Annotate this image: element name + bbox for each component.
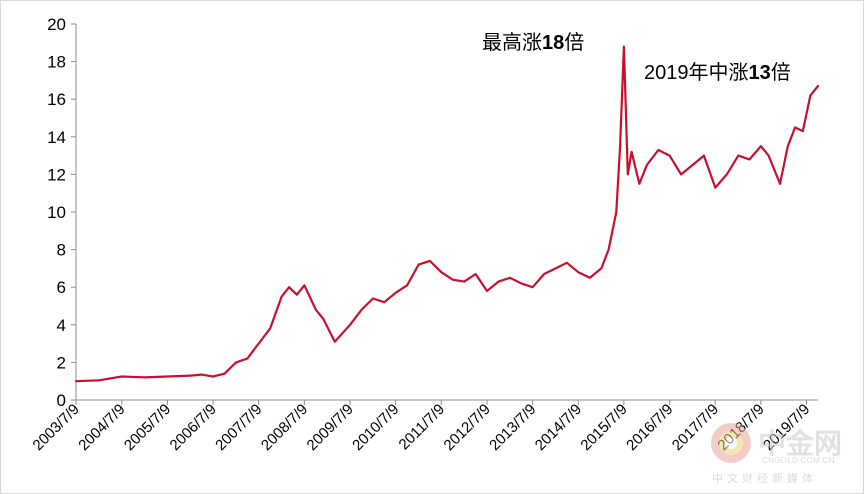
y-tick-label: 4	[57, 316, 66, 335]
y-tick-label: 8	[57, 241, 66, 260]
watermark-tagline: 中文财经新媒体	[712, 473, 817, 485]
peak-annotation-suffix: 倍	[564, 32, 585, 54]
y-tick-label: 2	[57, 353, 66, 372]
series-line-0	[74, 45, 820, 383]
y-tick-label: 10	[47, 203, 66, 222]
x-tick-label: 2005/7/9	[121, 401, 174, 454]
watermark-url: CNGOLD.COM.CN	[762, 456, 835, 465]
x-tick-label: 2006/7/9	[167, 401, 220, 454]
y-tick-label: 16	[47, 90, 66, 109]
latest-annotation-prefix: 2019年中涨	[644, 62, 749, 84]
x-tick-label: 2009/7/9	[304, 401, 357, 454]
x-tick-label: 2012/7/9	[441, 401, 494, 454]
y-tick-label: 0	[57, 391, 66, 410]
series-layer	[74, 45, 820, 383]
watermark: 中金网 CNGOLD.COM.CN 中文财经新媒体	[706, 420, 858, 488]
peak-annotation-value: 18	[542, 32, 565, 54]
x-tick-label: 2007/7/9	[212, 401, 265, 454]
x-tick-label: 2010/7/9	[349, 401, 402, 454]
y-tick-label: 6	[57, 278, 66, 297]
x-tick-label: 2013/7/9	[486, 401, 539, 454]
y-axis: 0 2 4 6 8 10 12 14 16 18 20	[47, 15, 77, 410]
x-tick-label: 2015/7/9	[577, 401, 630, 454]
x-tick-label: 2008/7/9	[258, 401, 311, 454]
x-tick-label: 2014/7/9	[532, 401, 585, 454]
peak-annotation-prefix: 最高涨	[482, 32, 542, 54]
brand-logo-icon	[711, 423, 751, 463]
latest-annotation-value: 13	[748, 62, 771, 84]
y-tick-label: 14	[47, 128, 66, 147]
latest-annotation: 2019年中涨13倍	[644, 56, 791, 85]
x-tick-label: 2016/7/9	[623, 401, 676, 454]
x-tick-label: 2004/7/9	[75, 401, 128, 454]
y-tick-label: 12	[47, 165, 66, 184]
y-tick-label: 18	[47, 53, 66, 72]
x-axis: 2003/7/92004/7/92005/7/92006/7/92007/7/9…	[30, 399, 818, 454]
peak-annotation: 最高涨18倍	[482, 26, 584, 55]
watermark-brand: 中金网	[758, 428, 843, 459]
y-tick-label: 20	[47, 15, 66, 34]
latest-annotation-suffix: 倍	[770, 62, 791, 84]
x-tick-label: 2011/7/9	[396, 401, 449, 454]
